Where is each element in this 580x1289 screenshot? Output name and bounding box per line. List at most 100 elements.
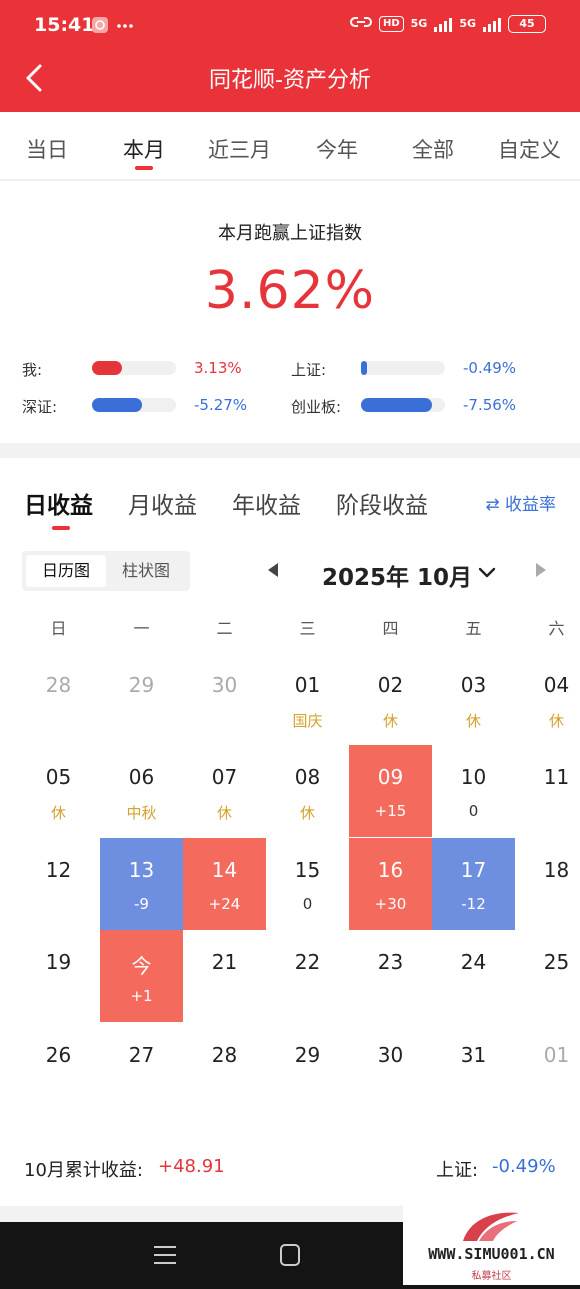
calendar-day-cell[interactable]: 15 0	[266, 838, 349, 930]
weekday-label: 三	[299, 619, 316, 638]
tab-today[interactable]: 当日	[26, 138, 68, 162]
day-number: 06	[128, 765, 155, 789]
holiday-label: 休	[382, 712, 398, 730]
tab-three-months[interactable]: 近三月	[208, 138, 271, 162]
compare-fill-sz	[92, 398, 143, 412]
calendar-day-cell[interactable]: 27	[100, 1023, 183, 1115]
tab-period-return[interactable]: 阶段收益	[336, 493, 428, 519]
summary-title: 本月跑赢上证指数	[218, 223, 362, 244]
day-number: 09	[377, 765, 404, 789]
bar-view-button[interactable]: 柱状图	[121, 561, 170, 580]
day-number: 17	[460, 858, 487, 882]
watermark-text: WWW.SIMU001.CN	[428, 1245, 555, 1263]
day-return: -9	[134, 895, 149, 913]
compare-fill-me	[92, 361, 123, 375]
calendar-day-cell[interactable]: 24	[432, 930, 515, 1022]
calendar-day-cell[interactable]: 10 0	[432, 745, 515, 837]
calendar-day-cell[interactable]: 01	[515, 1023, 580, 1115]
calendar-day-cell[interactable]: 23	[349, 930, 432, 1022]
calendar-day-cell[interactable]: 17 -12	[432, 838, 515, 930]
tab-this-month[interactable]: 本月	[123, 138, 165, 162]
calendar-day-cell[interactable]: 26	[17, 1023, 100, 1115]
calendar-day-cell[interactable]: 04 休	[515, 653, 580, 745]
tab-daily-return[interactable]: 日收益	[24, 493, 93, 519]
calendar-day-cell[interactable]: 03 休	[432, 653, 515, 745]
calendar-day-cell[interactable]: 19	[17, 930, 100, 1022]
calendar-card: 日收益 月收益 年收益 阶段收益 ⇄ 收益率 日历图 柱状图 2025年 10月…	[0, 458, 580, 1206]
calendar-day-cell[interactable]: 02 休	[349, 653, 432, 745]
calendar-day-cell[interactable]: 今 +1	[100, 930, 183, 1022]
compare-bar-me	[92, 361, 176, 375]
day-number: 24	[460, 950, 487, 974]
prev-month-button[interactable]	[268, 563, 278, 577]
tab-yearly-return[interactable]: 年收益	[232, 493, 301, 519]
calendar-day-cell[interactable]: 13 -9	[100, 838, 183, 930]
next-month-button[interactable]	[536, 563, 546, 577]
calendar-day-cell[interactable]: 28	[183, 1023, 266, 1115]
day-number: 28	[45, 673, 72, 697]
summary-value: 3.62%	[204, 261, 376, 321]
tab-all[interactable]: 全部	[412, 138, 454, 162]
day-number: 16	[377, 858, 404, 882]
calendar-day-cell[interactable]: 01 国庆	[266, 653, 349, 745]
calendar-day-cell[interactable]: 29	[266, 1023, 349, 1115]
holiday-label: 休	[50, 804, 66, 822]
calendar-day-cell[interactable]: 30	[183, 653, 266, 745]
calendar-day-cell[interactable]: 05 休	[17, 745, 100, 837]
tab-monthly-return[interactable]: 月收益	[128, 493, 197, 519]
tab-this-year[interactable]: 今年	[316, 138, 358, 162]
day-number: 18	[543, 858, 570, 882]
calendar-day-cell[interactable]: 06 中秋	[100, 745, 183, 837]
back-button[interactable]	[18, 58, 52, 98]
status-time: 15:41	[34, 14, 95, 36]
compare-label-sz: 深证:	[22, 398, 58, 416]
calendar-day-cell[interactable]: 29	[100, 653, 183, 745]
signal-icon	[434, 16, 453, 32]
home-icon[interactable]	[280, 1244, 300, 1266]
day-number: 10	[460, 765, 487, 789]
day-number: 28	[211, 1043, 238, 1067]
day-number: 03	[460, 673, 487, 697]
holiday-label: 休	[216, 804, 232, 822]
compare-fill-cyb	[361, 398, 433, 412]
day-number: 12	[45, 858, 72, 882]
month-total-label: 10月累计收益:	[24, 1160, 143, 1181]
menu-icon[interactable]	[154, 1246, 176, 1264]
day-number: 01	[543, 1043, 570, 1067]
period-tabs: 当日 本月 近三月 今年 全部 自定义	[0, 112, 580, 180]
calendar-day-cell[interactable]: 07 休	[183, 745, 266, 837]
return-rate-toggle[interactable]: ⇄ 收益率	[485, 495, 556, 515]
chevron-left-icon	[26, 64, 42, 92]
calendar-day-cell[interactable]: 21	[183, 930, 266, 1022]
day-number: 01	[294, 673, 321, 697]
month-label[interactable]: 2025年 10月	[322, 565, 473, 591]
calendar-day-cell[interactable]: 31	[432, 1023, 515, 1115]
calendar-day-cell[interactable]: 22	[266, 930, 349, 1022]
calendar-day-cell[interactable]: 12	[17, 838, 100, 930]
calendar-day-cell[interactable]: 16 +30	[349, 838, 432, 930]
calendar-day-cell[interactable]: 25	[515, 930, 580, 1022]
day-number: 19	[45, 950, 72, 974]
calendar-day-cell[interactable]: 09 +15	[349, 745, 432, 837]
weekday-label: 六	[548, 619, 565, 638]
day-number: 30	[377, 1043, 404, 1067]
day-number: 30	[211, 673, 238, 697]
calendar-day-cell[interactable]: 28	[17, 653, 100, 745]
compare-value-me: 3.13%	[194, 359, 242, 377]
calendar-day-cell[interactable]: 14 +24	[183, 838, 266, 930]
day-number: 27	[128, 1043, 155, 1067]
calendar-day-cell[interactable]: 11	[515, 745, 580, 837]
chevron-down-icon[interactable]	[476, 561, 498, 583]
holiday-label: 国庆	[292, 712, 323, 730]
day-number: 22	[294, 950, 321, 974]
day-return: +15	[374, 802, 407, 820]
calendar-day-cell[interactable]: 08 休	[266, 745, 349, 837]
tab-custom[interactable]: 自定义	[498, 138, 561, 162]
calendar-day-cell[interactable]: 18	[515, 838, 580, 930]
day-number: 29	[294, 1043, 321, 1067]
signal-label-2: 5G	[459, 17, 476, 30]
calendar-day-cell[interactable]: 30	[349, 1023, 432, 1115]
more-dots-icon	[115, 16, 135, 36]
calendar-view-button[interactable]: 日历图	[26, 555, 106, 587]
